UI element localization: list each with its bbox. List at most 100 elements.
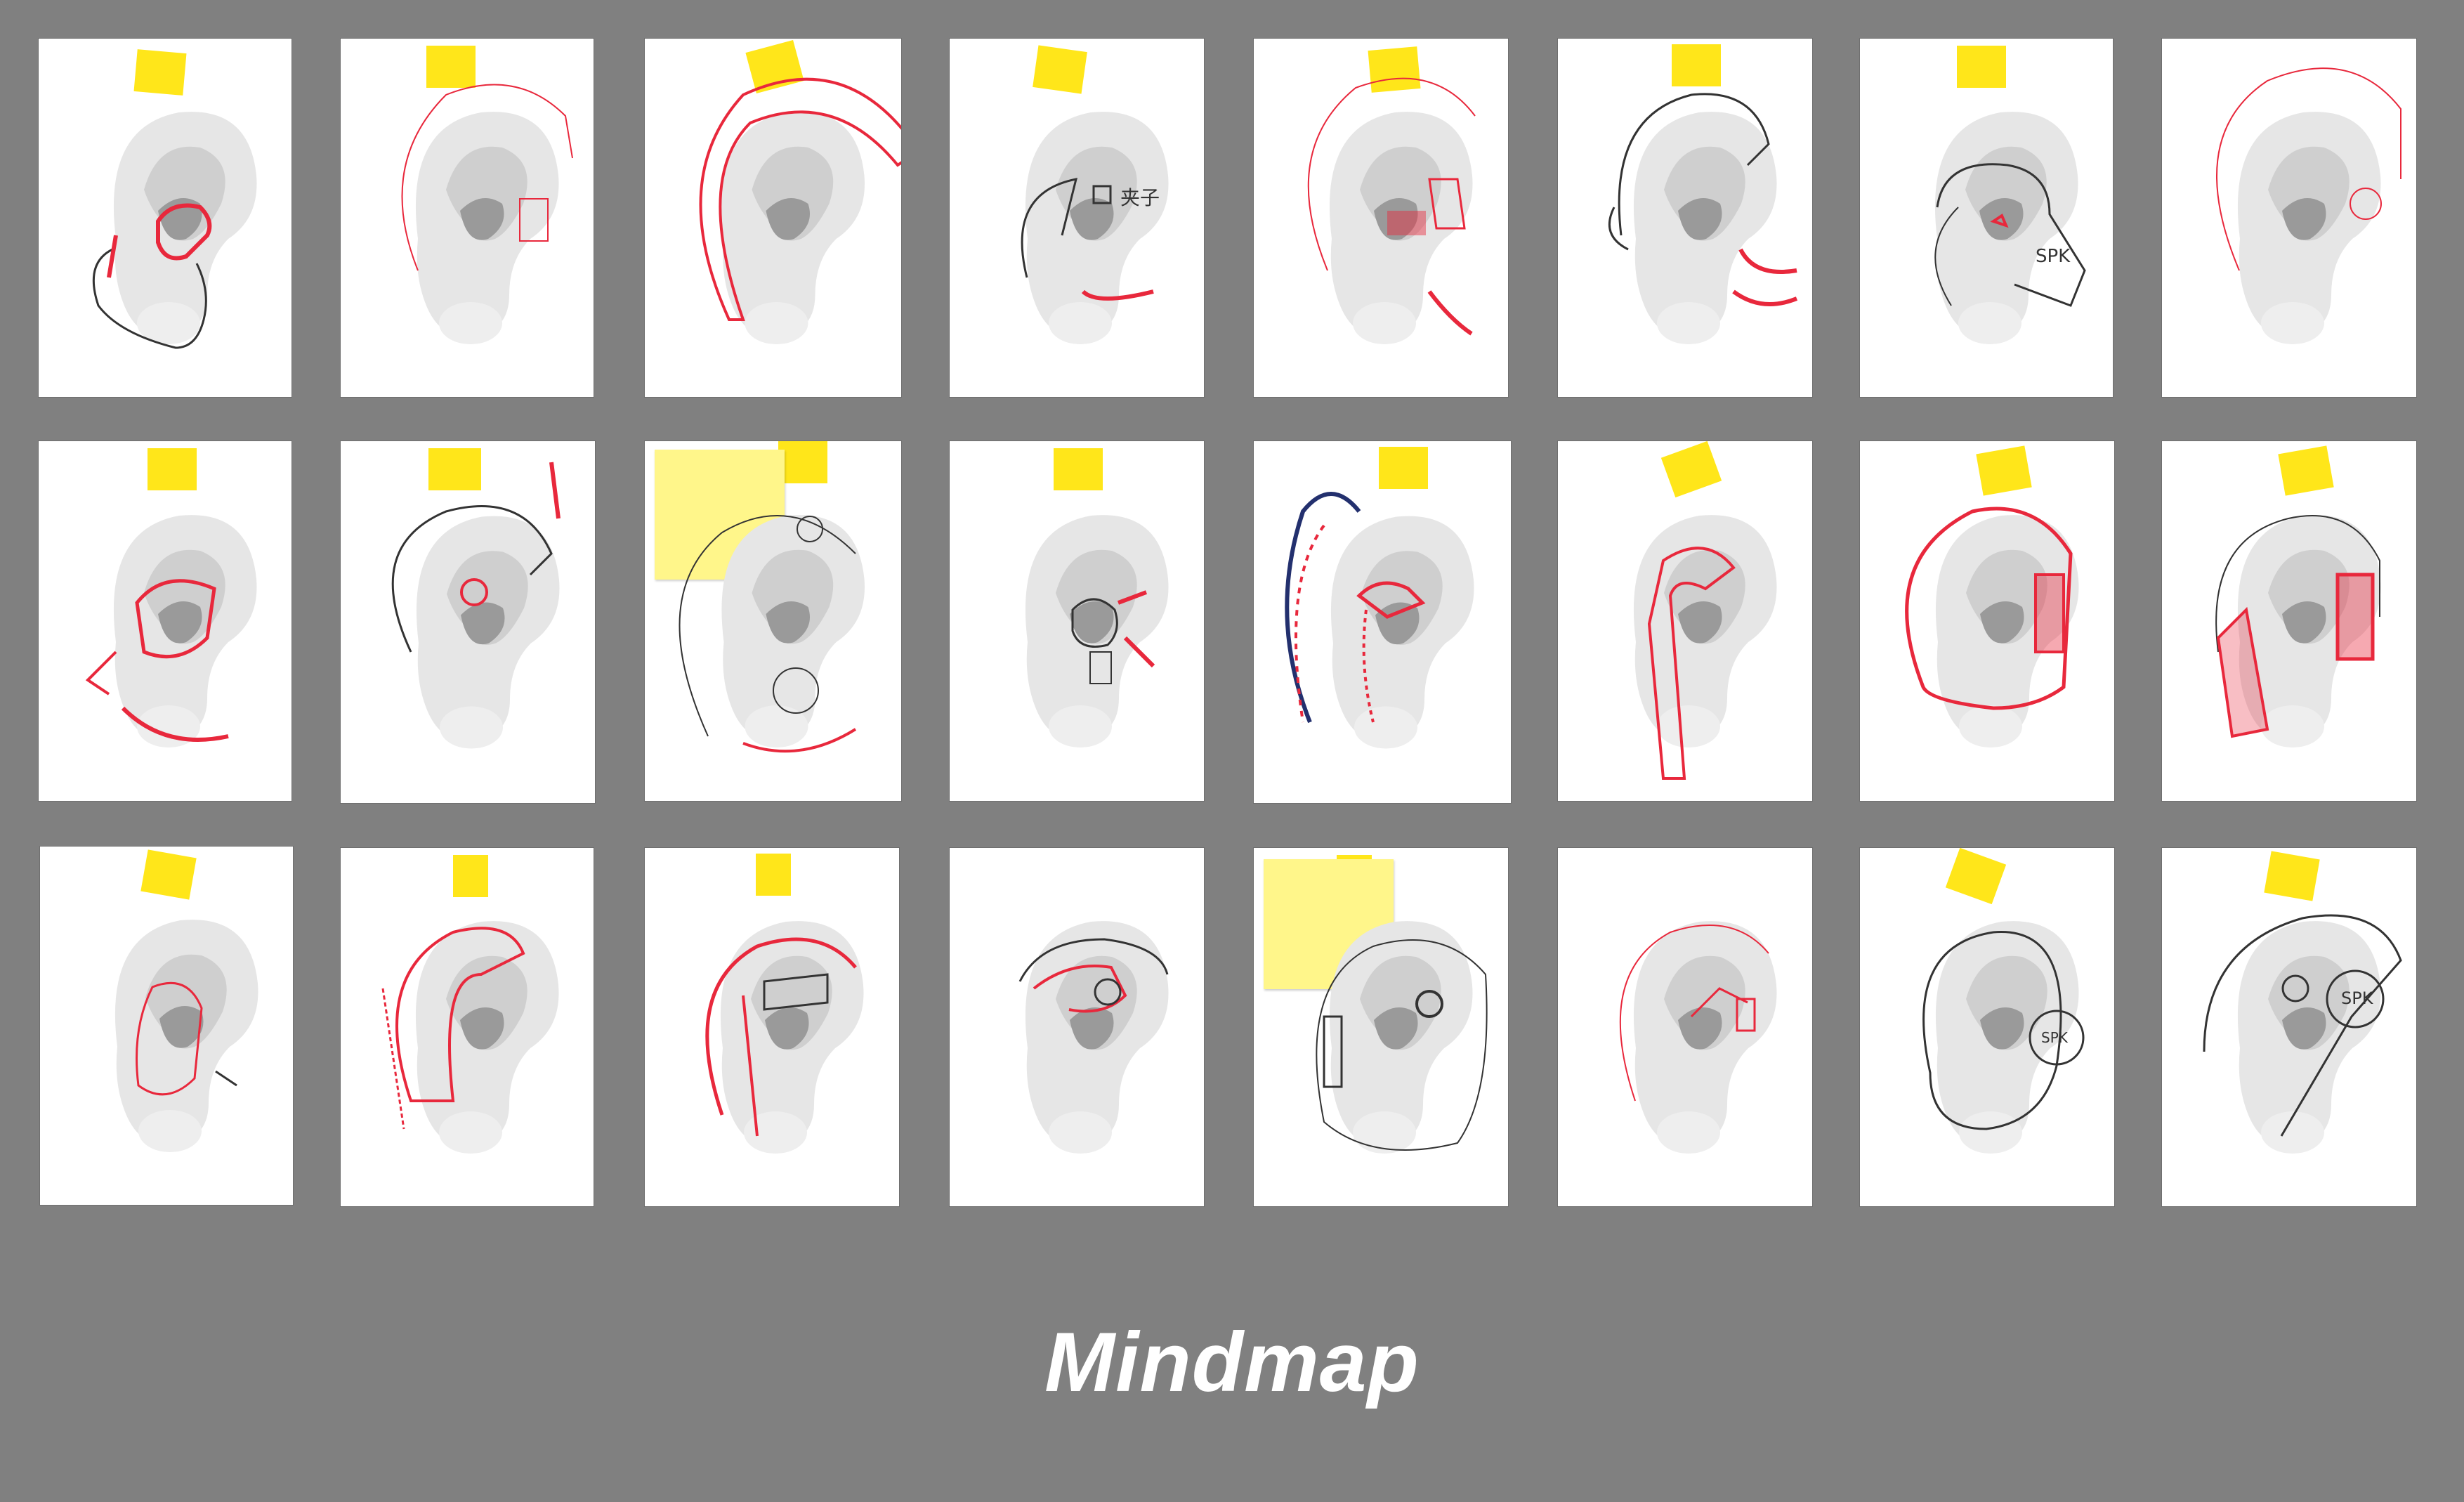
sketch-card-6 (1558, 39, 1812, 397)
ear-sketch (1608, 93, 1798, 344)
annotation-label: SPK (2041, 1029, 2068, 1046)
sketch-card-8 (2162, 39, 2416, 397)
ear-sketch (2203, 914, 2402, 1154)
ear-concha (765, 1007, 809, 1050)
ear-lobe (1657, 302, 1720, 344)
ear-lobe (1353, 302, 1416, 344)
ear-concha (1980, 601, 2024, 644)
ear-concha (460, 1007, 504, 1050)
sticky-tab (428, 448, 481, 490)
sketch-card-10 (341, 441, 595, 803)
ear-concha (1374, 198, 1418, 240)
ear-lobe (1657, 1111, 1720, 1154)
ear-sketch (401, 84, 573, 344)
ear-lobe (2261, 705, 2324, 747)
ear-sketch (1025, 515, 1169, 747)
ear-sketch (679, 515, 865, 753)
ear-lobe (1353, 1111, 1416, 1154)
ear-concha (2282, 601, 2326, 644)
ear-sketch (1633, 515, 1777, 780)
sticky-tab (756, 854, 791, 896)
annotation-label: SPK (2341, 988, 2373, 1008)
annotation-label: 夹子 (1120, 186, 1160, 209)
ear-sketch (1307, 77, 1476, 344)
ear-sketch (1922, 921, 2085, 1154)
sketch-card-22 (1558, 848, 1812, 1206)
sticky-tab (1379, 447, 1428, 489)
sketch-card-20 (950, 848, 1204, 1206)
ear-sketch (1905, 507, 2079, 747)
ear-lobe (1959, 705, 2022, 747)
ear-sketch (1285, 492, 1474, 749)
sticky-tab (426, 46, 476, 88)
ear-concha (1979, 198, 2024, 240)
sketch-card-18 (341, 848, 594, 1206)
sketch-grid: 夹子 SPK (39, 39, 2416, 1206)
sketch-card-19 (645, 848, 899, 1206)
sketch-card-23: SPK (1860, 848, 2114, 1206)
ear-sketch (705, 921, 864, 1154)
ear-lobe (440, 706, 503, 749)
ear-lobe (1958, 302, 2021, 344)
ear-concha (1070, 1007, 1114, 1050)
ear-concha (1678, 198, 1722, 240)
ear-lobe (745, 705, 808, 747)
ear-sketch (1021, 112, 1169, 344)
ear-lobe (1959, 1111, 2022, 1154)
ear-concha (766, 601, 810, 644)
sketch-card-24: SPK (2162, 848, 2416, 1206)
ear-concha (159, 1006, 204, 1048)
sketch-card-2 (341, 39, 594, 397)
sketch-card-3 (645, 39, 901, 397)
ear-sketch (114, 920, 258, 1152)
ear-concha (1374, 1007, 1418, 1050)
ear-sketch (1018, 921, 1169, 1154)
annotation-label: SPK (2036, 246, 2071, 267)
ear-sketch (1316, 921, 1488, 1154)
sketch-card-11 (645, 441, 901, 801)
sketch-card-15 (1860, 441, 2114, 801)
ear-concha (766, 198, 810, 240)
ear-sketch (699, 77, 901, 344)
ear-lobe (2261, 302, 2324, 344)
ear-lobe (1049, 1111, 1112, 1154)
ear-lobe (439, 302, 502, 344)
ear-concha (1375, 602, 1420, 645)
ear-sketch (391, 462, 561, 749)
ear-concha (1980, 1007, 2024, 1050)
sketch-card-12 (950, 441, 1204, 801)
sketch-card-16 (2162, 441, 2416, 801)
ear-sketch (381, 921, 559, 1154)
ear-sketch (2215, 515, 2381, 747)
ear-lobe (137, 302, 200, 344)
sticky-tab (1672, 44, 1721, 86)
ear-lobe (1354, 706, 1417, 749)
sketch-card-17 (40, 847, 293, 1205)
sticky-tab (453, 855, 488, 897)
ear-concha (1678, 601, 1722, 644)
ear-lobe (745, 302, 808, 344)
ear-lobe (744, 1111, 807, 1154)
sticky-tab (1054, 448, 1103, 490)
ear-lobe (138, 1110, 202, 1152)
ear-sketch (1619, 921, 1777, 1154)
ear-concha (1678, 1007, 1722, 1050)
sketch-card-13 (1254, 441, 1511, 803)
ear-concha (1070, 601, 1114, 644)
sticky-tab (778, 441, 827, 483)
ear-lobe (439, 1111, 502, 1154)
ear-concha (2282, 198, 2326, 240)
sketch-card-9 (39, 441, 291, 801)
ear-sketch (2216, 67, 2401, 344)
sketch-card-21 (1254, 848, 1508, 1206)
ear-lobe (1657, 705, 1720, 747)
ear-concha (461, 602, 505, 645)
ear-lobe (2261, 1111, 2324, 1154)
ear-concha (1070, 198, 1114, 240)
sketch-card-1 (39, 39, 291, 397)
ear-lobe (1049, 705, 1112, 747)
ear-sketch (85, 515, 257, 747)
sketch-card-7: SPK (1860, 39, 2113, 397)
ear-concha (460, 198, 504, 240)
sticky-tab (1957, 46, 2006, 88)
